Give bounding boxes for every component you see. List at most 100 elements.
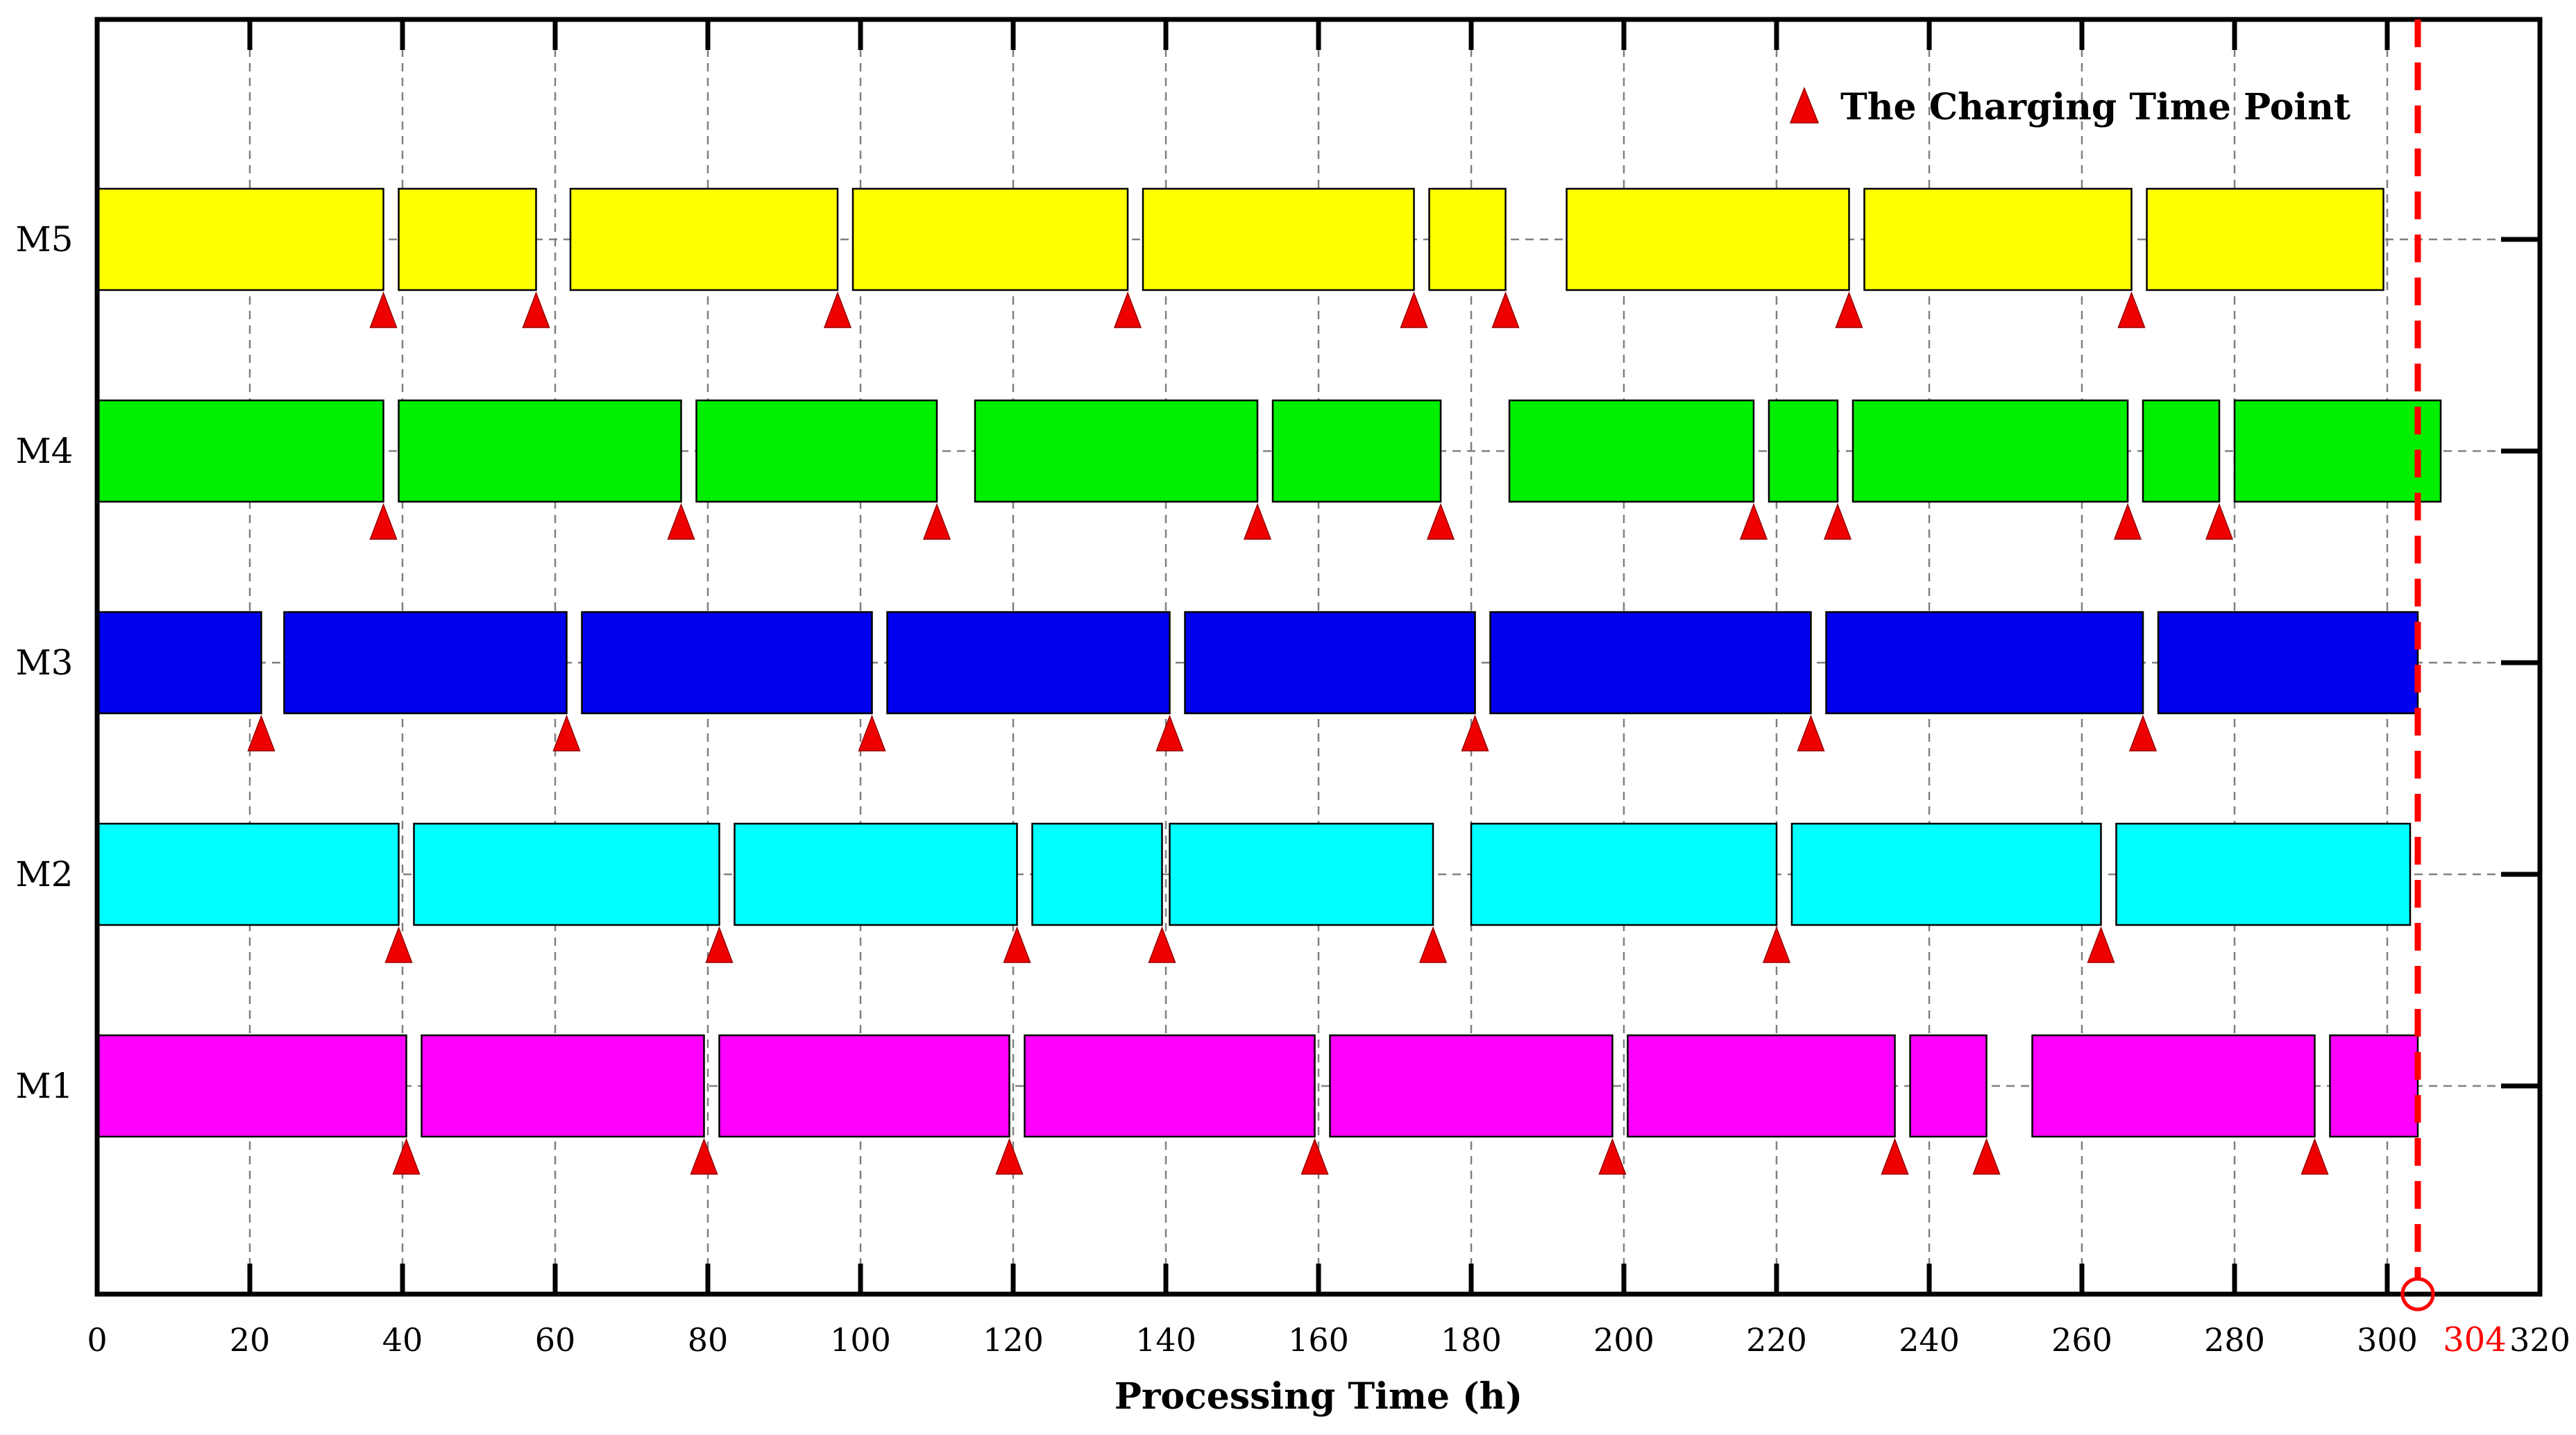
x-tick-label: 260 xyxy=(2051,1321,2112,1359)
task-bar-m3 xyxy=(886,611,1171,715)
machine-label-m1: M1 xyxy=(15,1066,73,1106)
x-tick-label: 100 xyxy=(830,1321,891,1359)
x-tick-label: 20 xyxy=(230,1321,271,1359)
task-bar-m5 xyxy=(2146,187,2384,291)
machine-label-m5: M5 xyxy=(15,219,73,260)
task-bar-m2 xyxy=(1790,822,2102,926)
charging-triangle-icon xyxy=(247,714,276,752)
charging-triangle-icon xyxy=(1739,502,1768,540)
charging-triangle-icon xyxy=(705,926,734,963)
charging-triangle-icon xyxy=(1300,1137,1329,1175)
task-bar-m4 xyxy=(1271,399,1442,503)
charging-triangle-icon xyxy=(922,502,951,540)
task-bar-m5 xyxy=(1428,187,1507,291)
x-tick-label: 160 xyxy=(1288,1321,1349,1359)
charging-triangle-icon xyxy=(522,291,550,328)
charging-triangle-icon xyxy=(1797,714,1825,752)
charging-triangle-icon xyxy=(369,291,398,328)
charging-triangle-icon xyxy=(858,714,886,752)
task-bar-m4 xyxy=(1768,399,1839,503)
task-bar-m3 xyxy=(283,611,568,715)
task-bar-m4 xyxy=(398,399,682,503)
charging-triangle-icon xyxy=(369,502,398,540)
task-bar-m1 xyxy=(1024,1034,1316,1138)
task-bar-m5 xyxy=(398,187,537,291)
machine-label-m2: M2 xyxy=(15,854,73,894)
charging-triangle-icon xyxy=(995,1137,1024,1175)
task-bar-m2 xyxy=(96,822,400,926)
x-tick-label: 80 xyxy=(688,1321,729,1359)
task-bar-m2 xyxy=(1470,822,1778,926)
charging-triangle-icon xyxy=(2300,1137,2329,1175)
charging-triangle-icon xyxy=(2087,926,2115,963)
x-tick-label: 220 xyxy=(1746,1321,1807,1359)
x-tick-label: 60 xyxy=(535,1321,576,1359)
task-bar-m3 xyxy=(1489,611,1812,715)
x-tick-label: 320 xyxy=(2509,1321,2570,1359)
task-bar-m4 xyxy=(695,399,938,503)
charging-triangle-icon xyxy=(1113,291,1142,328)
task-bar-m4 xyxy=(96,399,384,503)
task-bar-m4 xyxy=(974,399,1259,503)
task-bar-m4 xyxy=(2233,399,2442,503)
task-bar-m3 xyxy=(1825,611,2144,715)
charging-triangle-icon xyxy=(1148,926,1176,963)
charging-triangle-icon xyxy=(667,502,695,540)
charging-triangle-icon xyxy=(392,1137,421,1175)
makespan-marker-icon xyxy=(2400,1277,2435,1311)
task-bar-m2 xyxy=(734,822,1018,926)
x-tick-label: 0 xyxy=(87,1321,107,1359)
charging-triangle-icon xyxy=(1972,1137,2001,1175)
x-tick-label: 40 xyxy=(382,1321,423,1359)
task-bar-m3 xyxy=(96,611,262,715)
charging-triangle-icon xyxy=(384,926,413,963)
x-tick-label: 120 xyxy=(983,1321,1044,1359)
task-bar-m5 xyxy=(1863,187,2133,291)
charging-triangle-icon xyxy=(552,714,581,752)
x-tick-label: 240 xyxy=(1899,1321,1960,1359)
charging-triangle-icon xyxy=(2128,714,2158,752)
task-bar-m3 xyxy=(581,611,873,715)
machine-label-m4: M4 xyxy=(15,431,73,471)
charging-triangle-icon xyxy=(2113,502,2142,540)
charging-triangle-icon xyxy=(1491,291,1520,328)
task-bar-m5 xyxy=(96,187,384,291)
x-tick-label: 180 xyxy=(1441,1321,1502,1359)
charging-triangle-icon xyxy=(1762,926,1791,963)
charging-triangle-icon xyxy=(1461,714,1489,752)
task-bar-m1 xyxy=(1329,1034,1613,1138)
charging-triangle-icon xyxy=(1400,291,1428,328)
task-bar-m5 xyxy=(1566,187,1850,291)
task-bar-m3 xyxy=(1184,611,1476,715)
task-bar-m2 xyxy=(1031,822,1163,926)
task-bar-m1 xyxy=(718,1034,1010,1138)
x-tick-label: 280 xyxy=(2204,1321,2265,1359)
charging-triangle-icon xyxy=(1003,926,1031,963)
charging-triangle-icon xyxy=(1426,502,1455,540)
task-bar-m2 xyxy=(2115,822,2412,926)
charging-triangle-icon xyxy=(1155,714,1184,752)
task-bar-m4 xyxy=(1508,399,1755,503)
task-bar-m2 xyxy=(413,822,720,926)
x-tick-label: 140 xyxy=(1135,1321,1196,1359)
legend-label: The Charging Time Point xyxy=(1840,86,2350,128)
charging-triangle-icon xyxy=(823,291,852,328)
task-bar-m1 xyxy=(1627,1034,1896,1138)
charging-triangle-icon xyxy=(1418,926,1448,963)
charging-triangle-icon xyxy=(1243,502,1272,540)
task-bar-m4 xyxy=(1852,399,2129,503)
task-bar-m1 xyxy=(421,1034,705,1138)
charging-triangle-icon xyxy=(690,1137,718,1175)
task-bar-m4 xyxy=(2142,399,2221,503)
task-bar-m1 xyxy=(96,1034,407,1138)
task-bar-m1 xyxy=(1909,1034,1988,1138)
charging-triangle-icon xyxy=(2117,291,2146,328)
machine-label-m3: M3 xyxy=(15,643,73,683)
x-tick-label: 300 xyxy=(2357,1321,2418,1359)
task-bar-m1 xyxy=(2329,1034,2419,1138)
task-bar-m5 xyxy=(851,187,1129,291)
makespan-label: 304 xyxy=(2443,1321,2507,1359)
legend-triangle-icon xyxy=(1789,86,1820,124)
